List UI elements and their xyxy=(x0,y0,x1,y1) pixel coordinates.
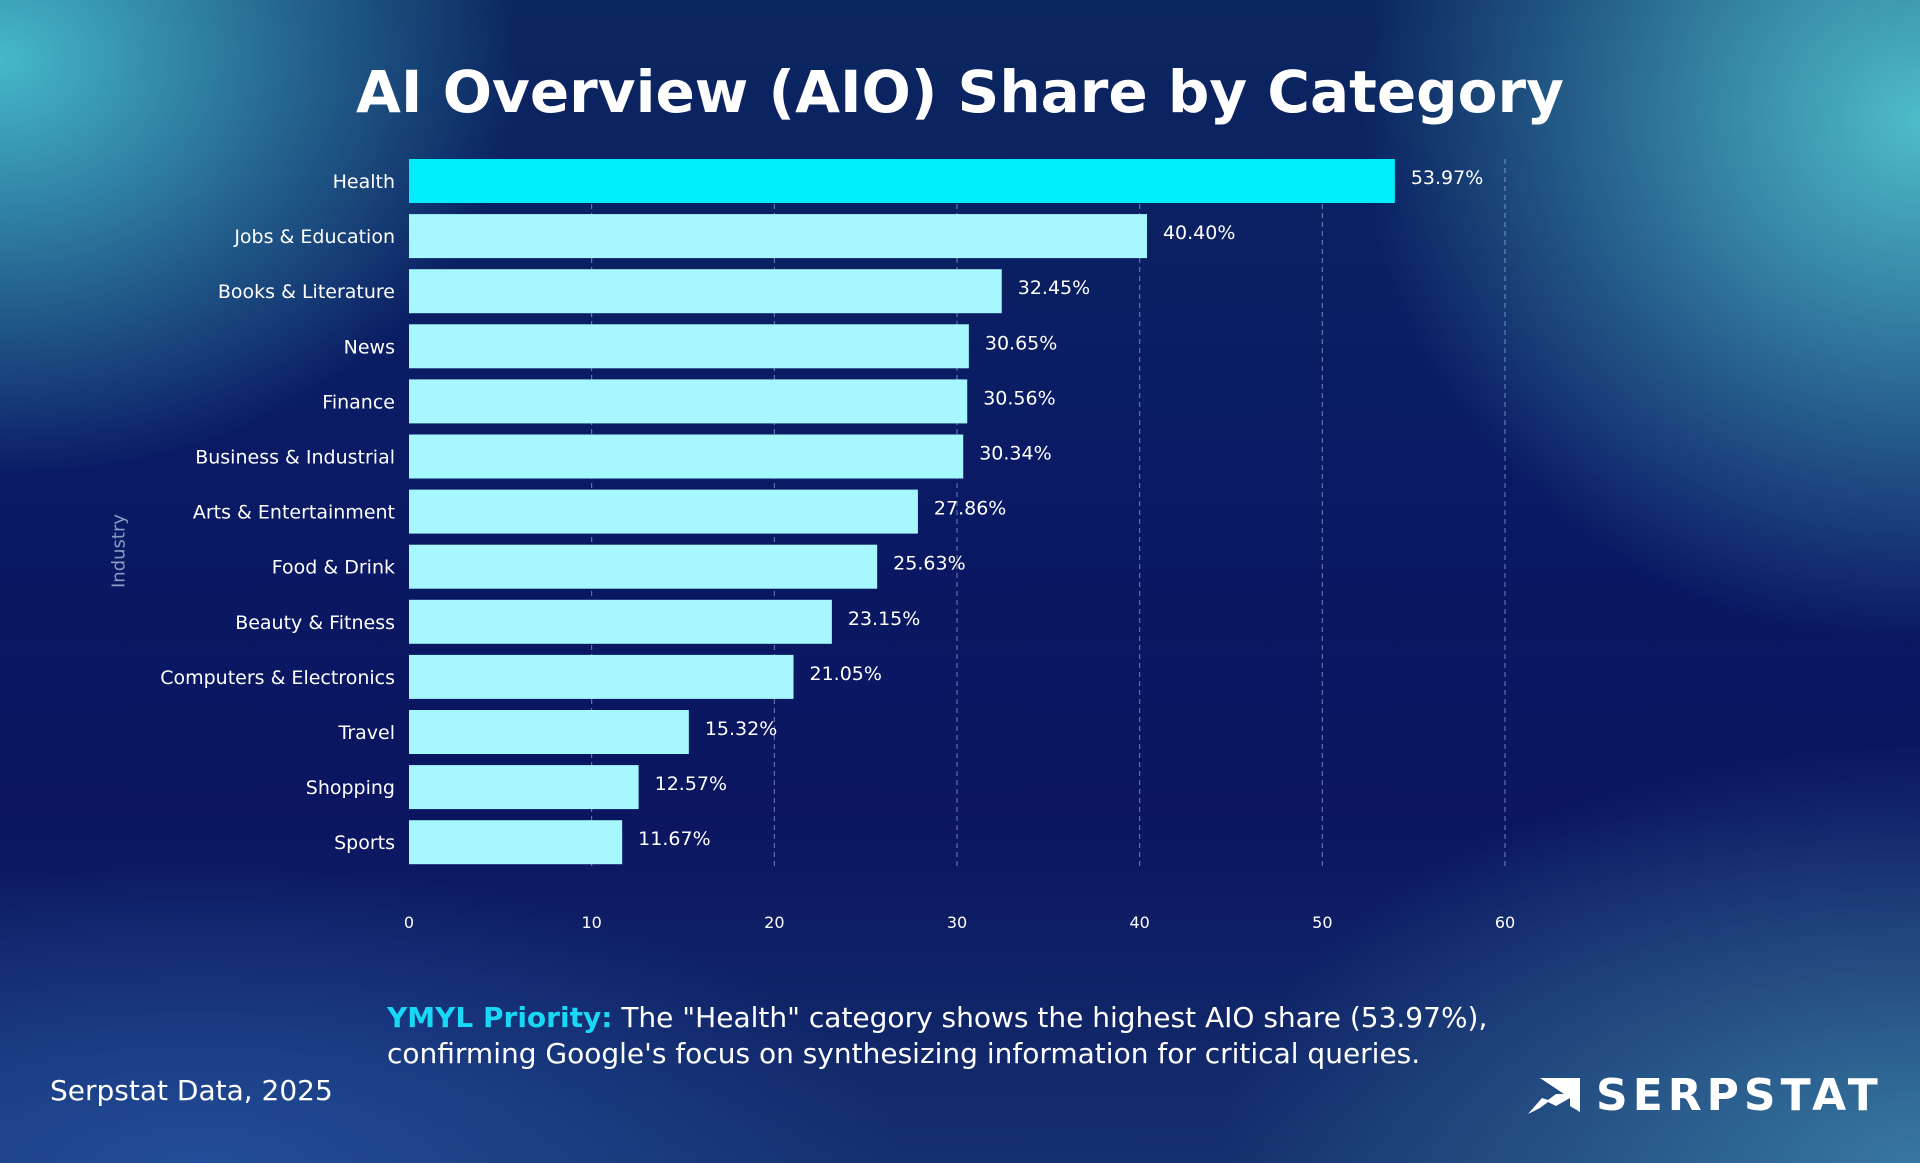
note-line1: The "Health" category shows the highest … xyxy=(612,1001,1488,1034)
bar xyxy=(409,379,968,424)
data-label: 30.56% xyxy=(983,387,1055,409)
bar xyxy=(409,599,832,644)
serpstat-chart-arrow-icon xyxy=(1528,1077,1580,1114)
category-label: Books & Literature xyxy=(218,281,395,303)
x-tick-label: 40 xyxy=(1129,913,1149,932)
x-tick-label: 30 xyxy=(947,913,967,932)
bar xyxy=(409,544,878,589)
data-label: 30.65% xyxy=(985,332,1057,354)
data-label: 11.67% xyxy=(638,828,710,850)
data-label: 15.32% xyxy=(705,718,777,740)
data-label: 27.86% xyxy=(934,498,1006,520)
data-label: 30.34% xyxy=(979,443,1051,465)
bar xyxy=(409,820,623,865)
category-label: Jobs & Education xyxy=(233,226,395,248)
note-highlight: YMYL Priority: xyxy=(387,1001,613,1034)
data-label: 21.05% xyxy=(810,663,882,685)
x-tick-label: 50 xyxy=(1312,913,1332,932)
x-tick-label: 20 xyxy=(764,913,784,932)
category-label: Food & Drink xyxy=(272,557,395,579)
data-label: 32.45% xyxy=(1018,277,1090,299)
bar xyxy=(409,654,794,699)
bar xyxy=(409,324,969,369)
data-label: 23.15% xyxy=(848,608,920,630)
x-tick-label: 0 xyxy=(404,913,414,932)
bar xyxy=(409,765,639,810)
source-text: Serpstat Data, 2025 xyxy=(50,1074,333,1107)
bar xyxy=(409,710,689,754)
logo-text: SERPSTAT xyxy=(1596,1070,1883,1121)
bar xyxy=(409,269,1002,314)
insight-note: YMYL Priority: The "Health" category sho… xyxy=(387,1000,1487,1072)
data-label: 12.57% xyxy=(655,773,727,795)
category-label: Shopping xyxy=(306,777,395,799)
category-label: News xyxy=(344,336,395,358)
data-label: 53.97% xyxy=(1411,167,1483,189)
x-tick-label: 10 xyxy=(581,913,601,932)
category-label: Computers & Electronics xyxy=(160,667,395,689)
category-label: Arts & Entertainment xyxy=(193,502,395,524)
chart-title: AI Overview (AIO) Share by Category xyxy=(356,58,1564,126)
bar xyxy=(409,434,964,479)
bar xyxy=(409,159,1395,203)
x-tick-label: 60 xyxy=(1495,913,1515,932)
y-axis-label: Industry xyxy=(108,513,130,589)
category-label: Beauty & Fitness xyxy=(235,612,395,634)
data-label: 40.40% xyxy=(1163,222,1235,244)
bar xyxy=(409,214,1147,259)
category-label: Health xyxy=(333,171,395,193)
bar xyxy=(409,489,918,534)
note-line2: confirming Google's focus on synthesizin… xyxy=(387,1037,1421,1070)
category-label: Sports xyxy=(334,832,395,854)
category-label: Business & Industrial xyxy=(195,447,395,469)
serpstat-logo: SERPSTAT xyxy=(1526,1070,1883,1121)
data-label: 25.63% xyxy=(893,553,965,575)
category-label: Travel xyxy=(338,722,395,744)
category-label: Finance xyxy=(322,391,395,413)
